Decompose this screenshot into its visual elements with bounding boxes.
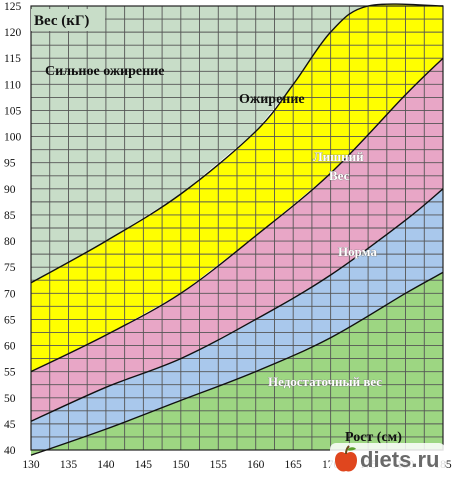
- y-tick-label: 65: [4, 314, 16, 326]
- x-tick-label: 165: [285, 459, 303, 471]
- y-axis-title: Вес (кГ): [34, 13, 89, 29]
- x-tick-label: 135: [60, 459, 78, 471]
- y-tick-label: 125: [4, 1, 22, 13]
- boundary-curve: [30, 271, 444, 456]
- y-tick-label: 105: [4, 105, 22, 117]
- y-tick-label: 120: [4, 27, 22, 39]
- zone-label-overweight-line2: Вес: [329, 168, 350, 183]
- chart-grid: [30, 5, 444, 451]
- y-tick-label: 95: [4, 158, 16, 170]
- zone-overweight: [31, 58, 443, 422]
- boundary-curve: [30, 188, 444, 422]
- logo-text: diets.ru: [360, 447, 440, 472]
- apple-icon: [335, 445, 357, 472]
- boundary-curve: [30, 3, 444, 284]
- y-tick-label: 75: [4, 262, 16, 274]
- x-tick-label: 160: [247, 459, 265, 471]
- zone-label-underweight: Недостаточный вес: [268, 374, 382, 389]
- y-tick-label: 80: [4, 236, 16, 248]
- x-tick-label: 130: [22, 459, 40, 471]
- x-tick-label: 150: [172, 459, 190, 471]
- x-axis-title: Рост (см): [345, 430, 402, 445]
- y-tick-label: 70: [4, 288, 16, 300]
- zone-label-severe-obesity: Сильное ожирение: [45, 64, 164, 79]
- x-tick-label: 140: [97, 459, 115, 471]
- zone-normal: [31, 188, 443, 456]
- x-tick-label: 145: [135, 459, 153, 471]
- y-tick-label: 100: [4, 132, 22, 144]
- site-logo[interactable]: diets.ru: [330, 443, 446, 477]
- y-tick-label: 55: [4, 367, 16, 379]
- y-tick-label: 50: [4, 393, 16, 405]
- zone-label-obesity: Ожирение: [239, 92, 305, 107]
- plot-frame: [30, 5, 444, 451]
- ylabel-backdrop: [31, 9, 105, 31]
- y-tick-label: 60: [4, 341, 16, 353]
- boundary-curve: [30, 57, 444, 373]
- zone-underweight: [31, 272, 443, 456]
- y-tick-label: 110: [4, 79, 21, 91]
- y-axis-ticks: 40 45 50 55 60 65 70 75 80 85 90 95 100 105 110 115 120 1…: [4, 1, 22, 457]
- x-tick-label: 155: [210, 459, 228, 471]
- y-tick-label: 45: [4, 419, 16, 431]
- y-tick-label: 40: [4, 445, 16, 457]
- boundary-curves: [30, 3, 444, 456]
- zone-label-overweight-line1: Лишний: [313, 149, 364, 164]
- y-tick-label: 90: [4, 184, 16, 196]
- zone-label-normal: Норма: [338, 244, 377, 259]
- y-tick-label: 85: [4, 210, 16, 222]
- y-tick-label: 115: [4, 53, 21, 65]
